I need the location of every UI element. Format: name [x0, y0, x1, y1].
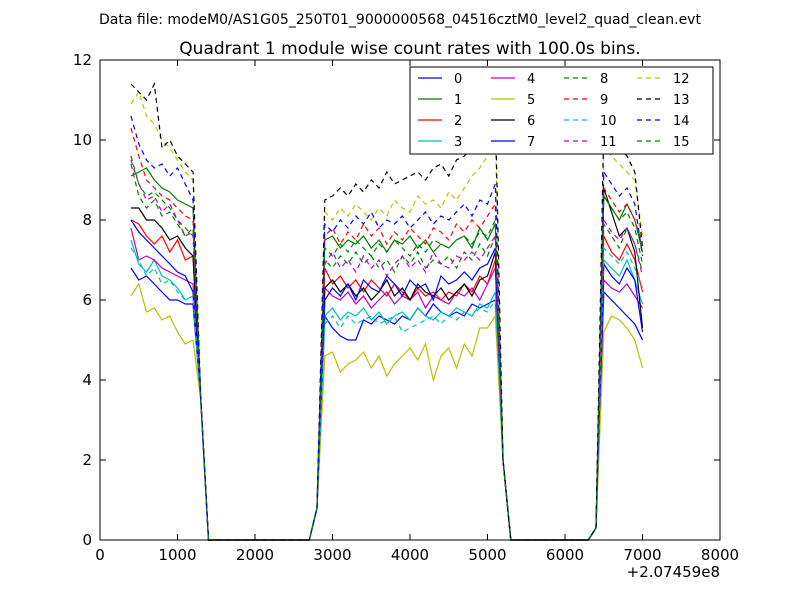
- x-tick-label: 0: [95, 546, 105, 564]
- x-tick-label: 3000: [313, 546, 351, 564]
- plot-area: 0 1000 2000 3000 4000 5000 6000 7000 80000246810…: [73, 51, 739, 581]
- x-tick-label: 1000: [158, 546, 196, 564]
- tick-layer: 0 1000 2000 3000 4000 5000 6000 7000 80000246810…: [73, 51, 739, 564]
- x-tick-label: 7000: [623, 546, 661, 564]
- legend-label-0: 0: [454, 72, 462, 87]
- y-tick-label: 10: [73, 131, 92, 149]
- legend-label-12: 12: [673, 72, 690, 87]
- x-tick-label: 8000: [701, 546, 739, 564]
- legend-label-4: 4: [527, 72, 535, 87]
- x-tick-label: 5000: [468, 546, 506, 564]
- x-offset-label: +2.07459e8: [627, 563, 720, 581]
- x-tick-label: 2000: [236, 546, 274, 564]
- legend-label-3: 3: [454, 135, 462, 150]
- legend-label-1: 1: [454, 93, 462, 108]
- legend-label-5: 5: [527, 93, 535, 108]
- y-tick-label: 8: [82, 211, 92, 229]
- y-tick-label: 12: [73, 51, 92, 69]
- legend-label-6: 6: [527, 114, 535, 129]
- legend-label-2: 2: [454, 114, 462, 129]
- y-tick-label: 6: [82, 291, 92, 309]
- x-tick-label: 6000: [546, 546, 584, 564]
- y-tick-label: 4: [82, 371, 92, 389]
- figure-suptitle: Data file: modeM0/AS1G05_250T01_90000005…: [99, 12, 701, 28]
- y-tick-label: 2: [82, 451, 92, 469]
- legend-label-10: 10: [600, 114, 617, 129]
- legend-label-11: 11: [600, 135, 617, 150]
- legend-label-14: 14: [673, 114, 690, 129]
- x-tick-label: 4000: [391, 546, 429, 564]
- legend-box: [409, 66, 714, 155]
- legend-label-7: 7: [527, 135, 535, 150]
- legend-label-9: 9: [600, 93, 608, 108]
- y-tick-label: 0: [82, 531, 92, 549]
- legend-label-15: 15: [673, 135, 690, 150]
- legend-label-13: 13: [673, 93, 690, 108]
- legend-label-8: 8: [600, 72, 608, 87]
- chart-title: Quadrant 1 module wise count rates with …: [179, 39, 640, 59]
